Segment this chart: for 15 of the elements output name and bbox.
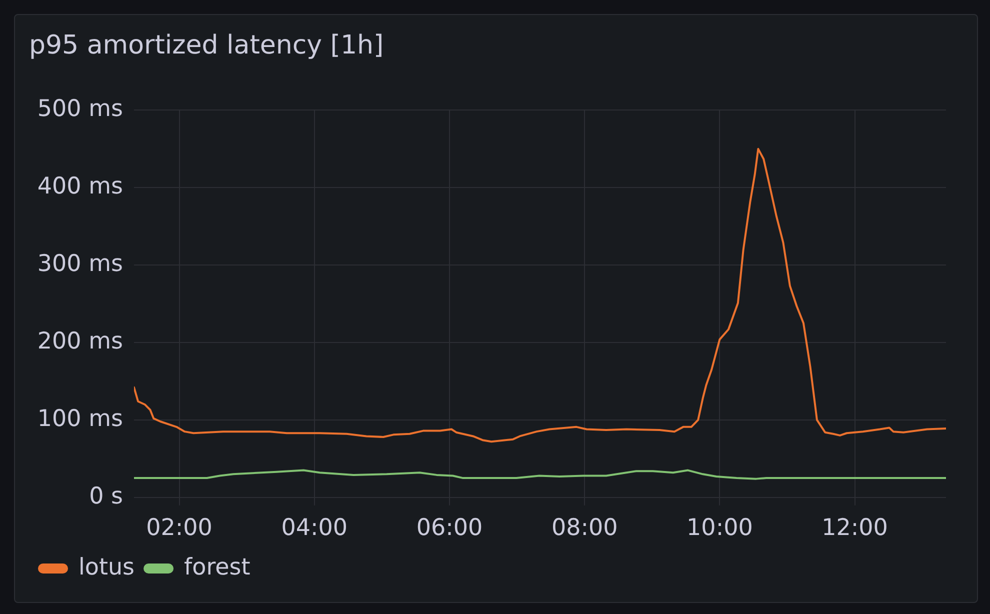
y-tick-label: 500 ms bbox=[37, 96, 123, 122]
y-tick-label: 400 ms bbox=[37, 174, 123, 200]
chart-title: p95 amortized latency [1h] bbox=[29, 30, 384, 60]
legend-label: lotus bbox=[78, 554, 135, 580]
x-tick-label: 02:00 bbox=[146, 515, 212, 542]
y-tick-label: 200 ms bbox=[37, 328, 123, 354]
x-tick-label: 12:00 bbox=[822, 515, 888, 542]
x-tick-label: 10:00 bbox=[686, 515, 753, 542]
x-tick-label: 08:00 bbox=[551, 515, 618, 542]
x-tick-label: 04:00 bbox=[281, 515, 348, 542]
y-tick-label: 100 ms bbox=[37, 406, 123, 432]
x-tick-label: 06:00 bbox=[416, 515, 483, 542]
y-tick-label: 300 ms bbox=[37, 251, 123, 278]
legend-label: forest bbox=[184, 554, 250, 580]
y-tick-label: 0 s bbox=[89, 483, 123, 510]
